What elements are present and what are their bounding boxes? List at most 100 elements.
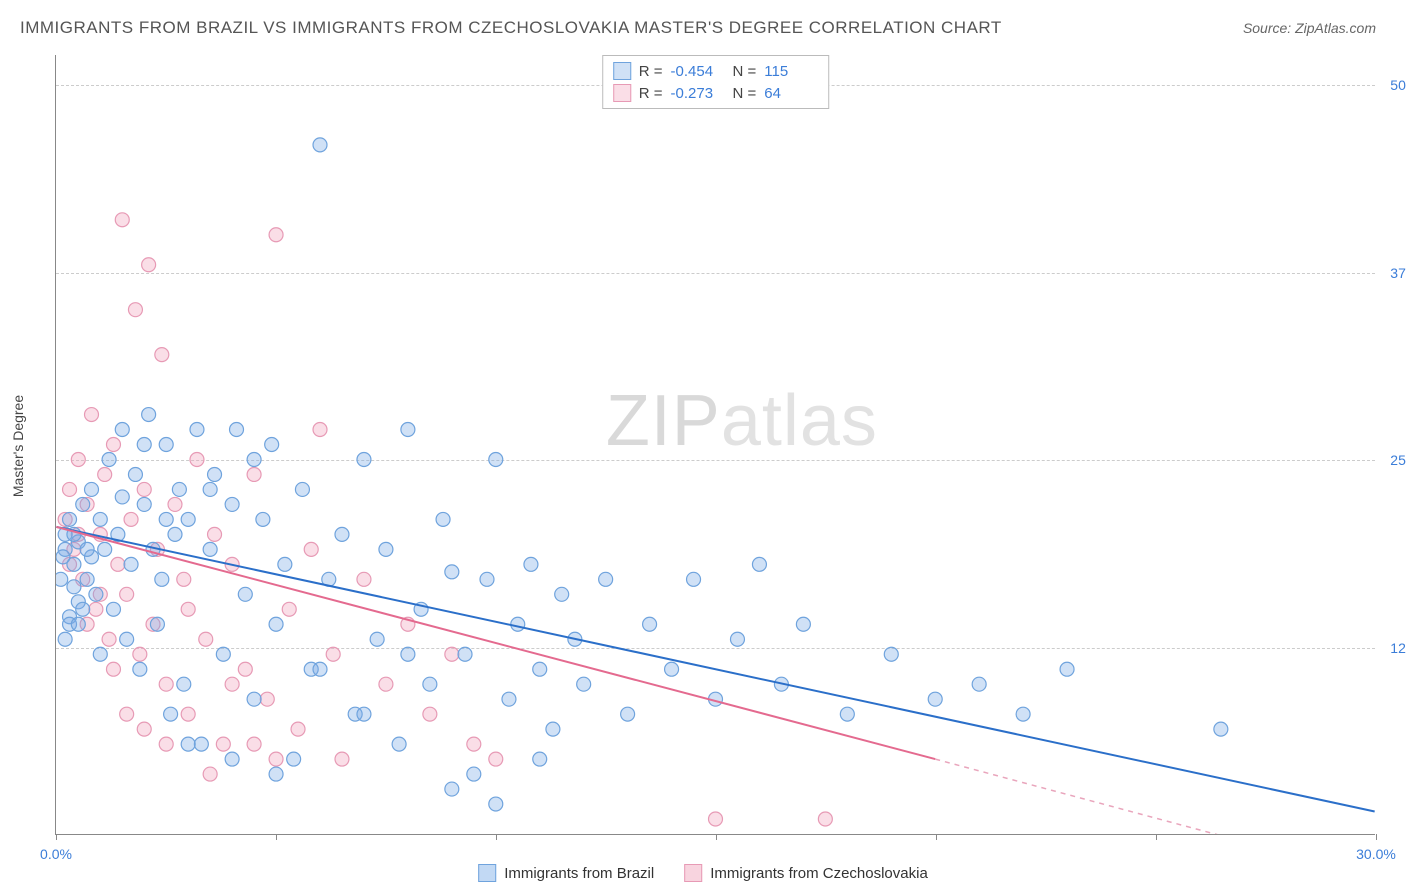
data-point xyxy=(972,677,986,691)
data-point xyxy=(401,647,415,661)
data-point xyxy=(111,557,125,571)
data-point xyxy=(142,258,156,272)
source-attribution: Source: ZipAtlas.com xyxy=(1243,20,1376,36)
data-point xyxy=(256,512,270,526)
data-point xyxy=(357,572,371,586)
data-point xyxy=(291,722,305,736)
xtick-label: 30.0% xyxy=(1356,846,1396,862)
swatch-icon xyxy=(478,864,496,882)
data-point xyxy=(168,497,182,511)
data-point xyxy=(89,602,103,616)
data-point xyxy=(102,632,116,646)
trend-line-extrapolated xyxy=(935,759,1243,834)
data-point xyxy=(238,662,252,676)
trend-line xyxy=(56,527,935,759)
data-point xyxy=(56,550,70,564)
data-point xyxy=(181,707,195,721)
data-point xyxy=(555,587,569,601)
data-point xyxy=(98,467,112,481)
data-point xyxy=(124,512,138,526)
data-point xyxy=(133,647,147,661)
data-point xyxy=(247,452,261,466)
series-legend: Immigrants from Brazil Immigrants from C… xyxy=(472,864,934,882)
data-point xyxy=(445,782,459,796)
data-point xyxy=(190,452,204,466)
data-point xyxy=(203,767,217,781)
data-point xyxy=(247,737,261,751)
ytick-label: 12.5% xyxy=(1380,640,1406,656)
data-point xyxy=(142,408,156,422)
data-point xyxy=(155,572,169,586)
data-point xyxy=(159,677,173,691)
data-point xyxy=(120,632,134,646)
data-point xyxy=(313,138,327,152)
data-point xyxy=(71,617,85,631)
data-point xyxy=(401,423,415,437)
data-point xyxy=(840,707,854,721)
data-point xyxy=(216,647,230,661)
data-point xyxy=(80,572,94,586)
data-point xyxy=(58,632,72,646)
data-point xyxy=(133,662,147,676)
data-point xyxy=(511,617,525,631)
data-point xyxy=(278,557,292,571)
xtick xyxy=(56,834,57,840)
data-point xyxy=(124,557,138,571)
data-point xyxy=(379,542,393,556)
xtick xyxy=(716,834,717,840)
data-point xyxy=(489,452,503,466)
data-point xyxy=(480,572,494,586)
data-point xyxy=(326,647,340,661)
data-point xyxy=(137,438,151,452)
data-point xyxy=(295,482,309,496)
legend-label: Immigrants from Czechoslovakia xyxy=(710,865,928,882)
ytick-label: 50.0% xyxy=(1380,77,1406,93)
data-point xyxy=(137,482,151,496)
data-point xyxy=(709,812,723,826)
data-point xyxy=(225,752,239,766)
legend-label: Immigrants from Brazil xyxy=(504,865,654,882)
legend-item-brazil: Immigrants from Brazil xyxy=(478,864,654,882)
data-point xyxy=(159,438,173,452)
data-point xyxy=(181,602,195,616)
data-point xyxy=(370,632,384,646)
data-point xyxy=(533,662,547,676)
data-point xyxy=(423,677,437,691)
data-point xyxy=(335,752,349,766)
data-point xyxy=(458,647,472,661)
xtick xyxy=(1376,834,1377,840)
data-point xyxy=(208,527,222,541)
data-point xyxy=(884,647,898,661)
data-point xyxy=(445,647,459,661)
data-point xyxy=(533,752,547,766)
data-point xyxy=(304,542,318,556)
data-point xyxy=(269,752,283,766)
data-point xyxy=(137,497,151,511)
data-point xyxy=(128,467,142,481)
data-point xyxy=(247,692,261,706)
data-point xyxy=(203,542,217,556)
data-point xyxy=(502,692,516,706)
data-point xyxy=(546,722,560,736)
data-point xyxy=(93,647,107,661)
data-point xyxy=(93,512,107,526)
data-point xyxy=(1016,707,1030,721)
data-point xyxy=(102,452,116,466)
data-point xyxy=(665,662,679,676)
data-point xyxy=(313,423,327,437)
data-point xyxy=(287,752,301,766)
data-point xyxy=(67,580,81,594)
legend-row-czech: R =-0.273 N =64 xyxy=(613,82,819,104)
data-point xyxy=(524,557,538,571)
data-point xyxy=(115,213,129,227)
data-point xyxy=(177,677,191,691)
data-point xyxy=(730,632,744,646)
data-point xyxy=(177,572,191,586)
data-point xyxy=(63,512,77,526)
data-point xyxy=(818,812,832,826)
data-point xyxy=(269,767,283,781)
data-point xyxy=(76,602,90,616)
data-point xyxy=(1060,662,1074,676)
data-point xyxy=(159,512,173,526)
data-point xyxy=(71,452,85,466)
